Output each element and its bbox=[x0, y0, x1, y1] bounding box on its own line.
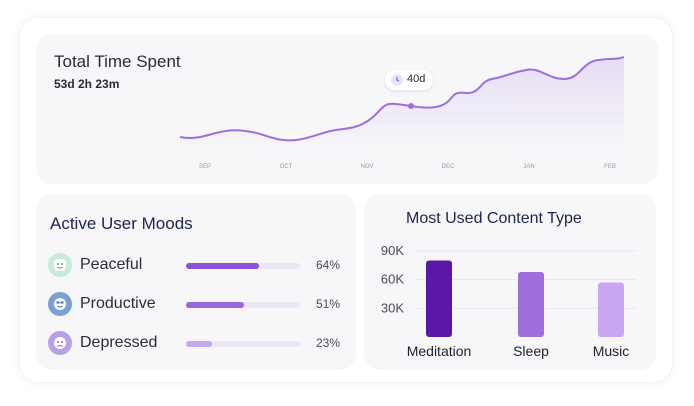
mood-percent: 51% bbox=[316, 297, 341, 311]
mood-percent: 64% bbox=[316, 258, 341, 272]
category-label: Music bbox=[593, 343, 630, 359]
peaceful-face-icon bbox=[48, 253, 72, 277]
bar-meditation[interactable] bbox=[426, 260, 452, 337]
mood-progress-fill bbox=[186, 263, 259, 269]
trend-marker[interactable] bbox=[408, 103, 414, 109]
month-label: NOV bbox=[360, 164, 373, 170]
mood-progress-track bbox=[186, 341, 300, 347]
time-spent-title: Total Time Spent bbox=[54, 52, 181, 71]
time-spent-total: 53d 2h 23m bbox=[54, 77, 120, 91]
mood-row: Depressed 23% bbox=[36, 331, 356, 361]
content-type-title: Most Used Content Type bbox=[406, 210, 582, 227]
mood-label: Depressed bbox=[80, 334, 158, 351]
month-label: JAN bbox=[523, 164, 534, 170]
month-label: DEC bbox=[442, 164, 455, 170]
y-tick-label: 90K bbox=[381, 243, 404, 258]
mood-row: Productive 51% bbox=[36, 292, 356, 322]
month-label: FEB bbox=[604, 164, 616, 170]
mood-progress-fill bbox=[186, 302, 245, 308]
time-spent-line-chart: SEP OCT NOV DEC JAN FEB bbox=[179, 56, 625, 170]
mood-label: Productive bbox=[80, 295, 156, 312]
moods-panel: Active User Moods Peaceful 64% Productiv… bbox=[36, 194, 356, 370]
trend-area bbox=[180, 57, 624, 152]
month-label: OCT bbox=[280, 164, 293, 170]
trend-line bbox=[179, 56, 625, 142]
mood-percent: 23% bbox=[316, 336, 341, 350]
time-spent-panel: Total Time Spent 53d 2h 23m SEP OCT NOV DEC… bbox=[36, 34, 658, 184]
mood-row: Peaceful 64% bbox=[36, 253, 356, 283]
content-type-panel: Most Used Content Type 90K 60K 30K Meditati… bbox=[364, 194, 656, 370]
productive-face-icon bbox=[48, 292, 72, 316]
y-tick-label: 30K bbox=[381, 300, 404, 315]
bar-music[interactable] bbox=[598, 282, 624, 337]
month-label: SEP bbox=[199, 164, 211, 170]
content-type-bar-chart: 90K 60K 30K Meditation Sleep Music bbox=[381, 243, 636, 359]
bar-sleep[interactable] bbox=[518, 272, 544, 337]
clock-icon bbox=[391, 74, 403, 86]
category-label: Sleep bbox=[513, 343, 549, 359]
mood-progress-track bbox=[186, 263, 300, 269]
mood-progress-fill bbox=[186, 341, 213, 347]
y-tick-label: 60K bbox=[381, 272, 404, 287]
moods-title: Active User Moods bbox=[50, 214, 193, 233]
mood-progress-track bbox=[186, 302, 300, 308]
value-tooltip: 40d bbox=[385, 70, 433, 90]
mood-label: Peaceful bbox=[80, 256, 143, 273]
tooltip-value: 40d bbox=[407, 73, 426, 85]
depressed-face-icon bbox=[48, 331, 72, 355]
category-label: Meditation bbox=[407, 343, 472, 359]
